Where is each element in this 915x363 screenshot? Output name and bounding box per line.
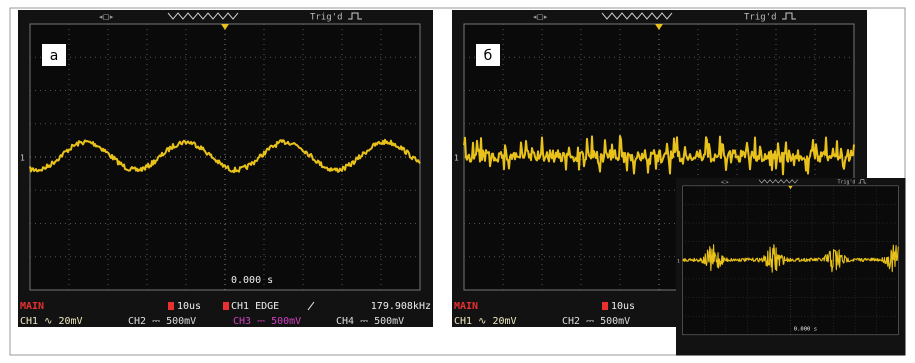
channel-setting: CH1 ∿ 20mV xyxy=(454,316,517,327)
scope-screen: ◂□▸ Trig'd 1 0.000 s xyxy=(676,178,905,356)
frequency: 179.908kHz xyxy=(371,301,431,312)
figure: ◂□▸ Trig'd 1 а 0.000 s MAIN 10us CH1 EDGE 179.90… xyxy=(0,0,915,363)
trigger-source: CH1 EDGE xyxy=(231,301,279,312)
time-offset: 0.000 s xyxy=(231,275,273,286)
timebase-icon xyxy=(602,302,608,310)
scope-screen: ◂□▸ Trig'd 1 а 0.000 s MAIN 10us CH1 EDGE 179.90… xyxy=(18,10,433,327)
icon: ◂□▸ xyxy=(532,13,548,23)
ground-marker: 1 xyxy=(454,154,459,163)
channel-setting: CH2 ⎓ 500mV xyxy=(128,316,196,327)
channel-setting: CH3 ⎓ 500mV xyxy=(233,316,301,327)
mode: MAIN xyxy=(454,301,478,312)
ground-marker: 1 xyxy=(677,258,680,264)
channel-setting: CH4 ⎓ 500mV xyxy=(336,316,404,327)
trigger-state: Trig'd xyxy=(744,13,777,23)
timebase: 10us xyxy=(177,301,201,312)
icon: ◂□▸ xyxy=(720,179,729,185)
trigger-icon xyxy=(223,302,229,310)
mode: MAIN xyxy=(20,301,44,312)
panel-label: б xyxy=(484,48,493,64)
timebase-icon xyxy=(168,302,174,310)
ground-marker: 1 xyxy=(20,154,25,163)
channel-setting: CH1 ∿ 20mV xyxy=(20,316,83,327)
trigger-state: Trig'd xyxy=(310,13,343,23)
timebase: 10us xyxy=(611,301,635,312)
trigger-state: Trig'd xyxy=(837,179,855,185)
channel-setting: CH2 ⎓ 500mV xyxy=(562,316,630,327)
panel-label: а xyxy=(50,48,59,64)
icon: ◂□▸ xyxy=(98,13,114,23)
time-offset: 0.000 s xyxy=(794,327,817,333)
